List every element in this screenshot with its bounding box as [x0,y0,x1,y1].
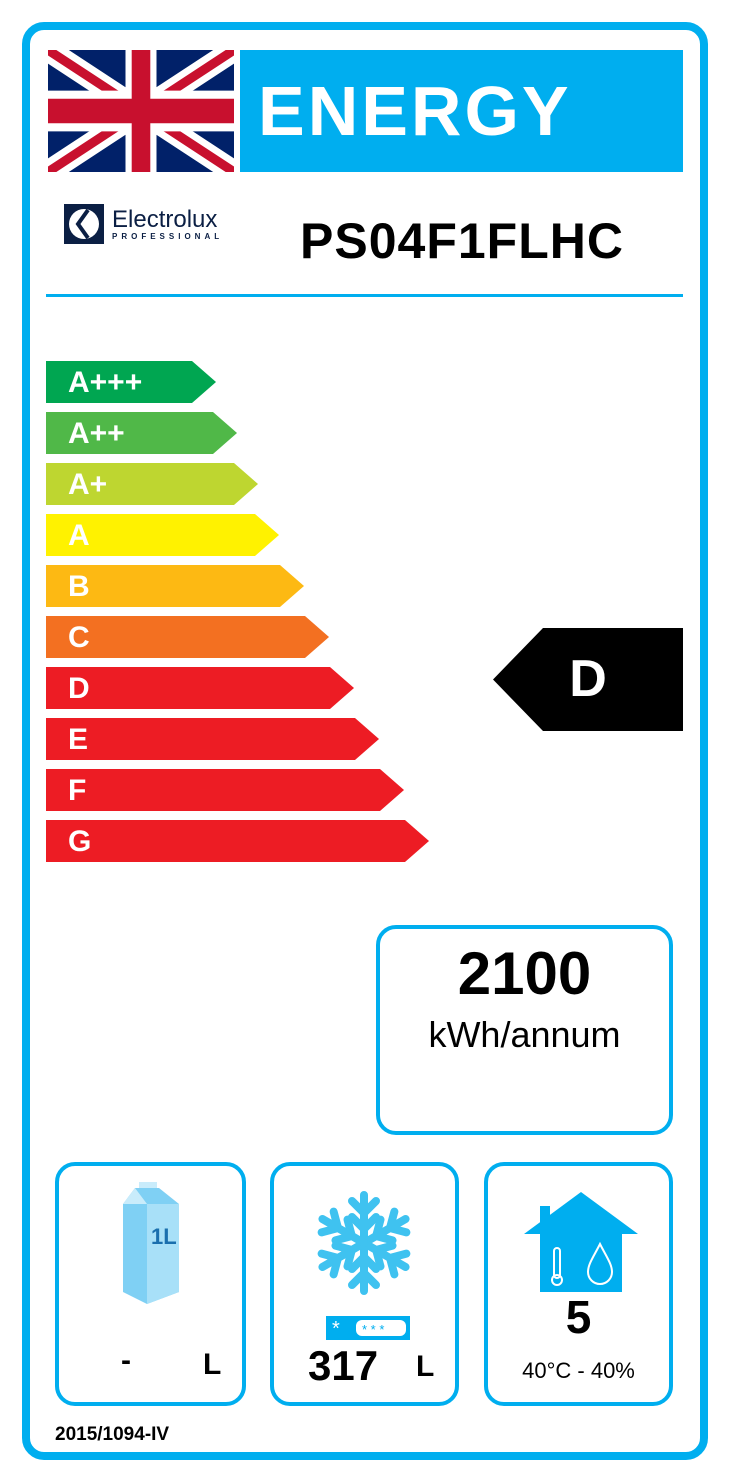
climate-conditions: 40°C - 40% [522,1358,635,1383]
energy-title: ENERGY [240,50,683,172]
energy-class-d: D [46,667,354,709]
snowflake-icon [314,1191,414,1298]
energy-class-b: B [46,565,304,607]
energy-class-aplusplus: A++ [46,412,237,454]
frozen-volume-box: * * * * 317 L [270,1162,459,1406]
carton-label: 1L [151,1224,177,1249]
chilled-unit: L [203,1348,222,1381]
brand-sub: PROFESSIONAL [112,231,224,241]
energy-class-a: A [46,514,279,556]
brand-name: Electrolux [112,205,218,233]
frozen-unit: L [416,1350,435,1383]
regulation-number: 2015/1094-IV [55,1424,170,1445]
energy-class-e: E [46,718,379,760]
electrolux-logo-icon [64,204,104,244]
chilled-value: - [121,1344,131,1377]
energy-class-aplus: A+ [46,463,258,505]
consumption-unit: kWh/annum [428,1014,621,1055]
energy-class-aplusplusplus: A+++ [46,361,216,403]
energy-class-g: G [46,820,429,862]
union-jack-icon [48,50,234,172]
consumption-box: 2100 kWh/annum [376,925,673,1135]
label-frame [22,22,708,1460]
frozen-value: 317 [308,1342,379,1389]
house-climate-icon [524,1192,638,1292]
four-star-freezer-icon: * * * * [326,1316,410,1340]
climate-class-box: 5 40°C - 40% [484,1162,673,1406]
climate-class-value: 5 [565,1291,592,1343]
divider [46,294,683,297]
energy-class-f: F [46,769,404,811]
chilled-volume-box: 1L - L [55,1162,246,1406]
model-number: PS04F1FLHC [300,213,624,269]
brand-logo: Electrolux PROFESSIONAL [64,204,223,244]
consumption-value: 2100 [457,940,592,1007]
svg-text:*: * [332,1318,340,1340]
milk-carton-icon: 1L [123,1182,179,1304]
svg-text:* * *: * * * [362,1322,384,1337]
energy-class-c: C [46,616,329,658]
